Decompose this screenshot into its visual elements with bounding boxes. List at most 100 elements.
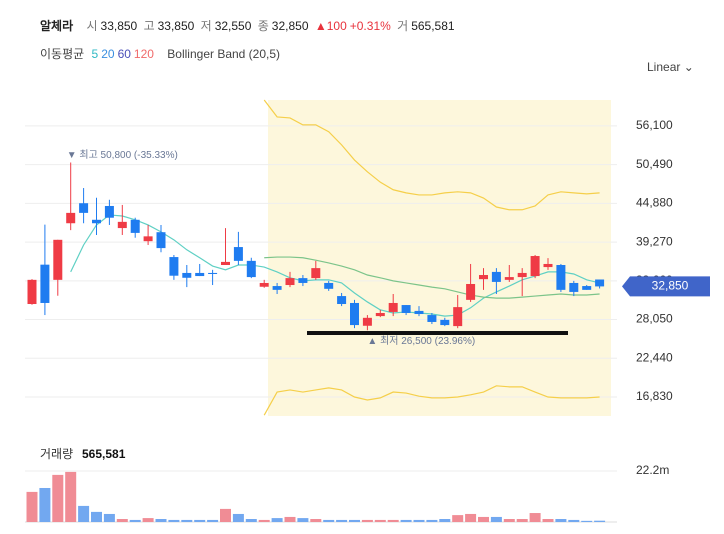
y-tick-label: 50,490 bbox=[636, 157, 673, 171]
volume-bar bbox=[387, 519, 399, 522]
candle-body bbox=[246, 260, 256, 278]
volume-bar bbox=[503, 519, 515, 522]
volume-bar bbox=[245, 519, 257, 522]
volume-bar bbox=[258, 519, 270, 522]
candle-body bbox=[440, 319, 450, 326]
legend-period: 5 bbox=[91, 47, 99, 61]
low-annotation: ▲ 최저 26,500 (23.96%) bbox=[367, 335, 475, 347]
header: 알체라 시 33,850 고 33,850 저 32,550 종 32,850 ▲100… bbox=[40, 17, 458, 34]
label: 저 bbox=[200, 19, 212, 33]
volume-bar bbox=[52, 474, 64, 522]
candle-body bbox=[233, 247, 243, 261]
candle-body bbox=[311, 268, 321, 279]
indicator-line bbox=[70, 214, 600, 317]
volume-bar bbox=[168, 519, 180, 522]
candle-body bbox=[427, 315, 437, 322]
candle-body bbox=[582, 286, 592, 290]
candle-body bbox=[530, 256, 540, 277]
candle-body bbox=[104, 205, 114, 218]
volume-bar bbox=[581, 520, 593, 522]
indicator-line bbox=[263, 385, 600, 416]
legend-period: 60 bbox=[117, 47, 131, 61]
value: 33,850 bbox=[100, 19, 138, 33]
volume-bar bbox=[142, 518, 154, 522]
candle-body bbox=[298, 278, 308, 283]
candle-body bbox=[595, 279, 605, 287]
volume-bar bbox=[65, 471, 77, 522]
candle-body bbox=[195, 272, 205, 277]
label: 시 bbox=[86, 19, 98, 33]
candle-body bbox=[375, 312, 385, 317]
volume-bar bbox=[103, 513, 115, 522]
volume-bar bbox=[116, 519, 128, 522]
indicator-line bbox=[264, 256, 600, 299]
legend-bollinger: Bollinger Band (20,5) bbox=[167, 47, 281, 61]
candle-body bbox=[388, 302, 398, 312]
candle-body bbox=[66, 212, 76, 224]
volume-bar bbox=[529, 513, 541, 522]
volume-bar bbox=[555, 519, 567, 522]
volume-bar bbox=[78, 505, 90, 522]
volume-title-value: 565,581 bbox=[82, 447, 126, 461]
candle-body bbox=[414, 310, 424, 315]
candle-body bbox=[491, 271, 501, 282]
y-tick-label: 22,440 bbox=[636, 350, 673, 364]
candle-body bbox=[479, 275, 488, 280]
candle-body bbox=[337, 296, 347, 305]
label: 종 bbox=[257, 19, 269, 33]
y-tick-label: 22.2m bbox=[636, 463, 669, 477]
candle-body bbox=[79, 203, 89, 213]
volume-bar bbox=[400, 519, 412, 522]
candle-body bbox=[324, 282, 334, 289]
stock-name: 알체라 bbox=[40, 19, 74, 33]
volume-bar bbox=[39, 487, 51, 522]
volume-bar bbox=[194, 519, 206, 522]
value: 565,581 bbox=[411, 19, 455, 33]
band-area bbox=[268, 100, 611, 416]
candle-body bbox=[259, 282, 269, 287]
value: 32,550 bbox=[214, 19, 252, 33]
volume-bar bbox=[155, 519, 167, 522]
volume-bar bbox=[129, 519, 141, 522]
change-pct: +0.31% bbox=[349, 19, 391, 33]
candle-body bbox=[182, 272, 192, 278]
value: 33,850 bbox=[157, 19, 195, 33]
volume-bar bbox=[568, 519, 580, 522]
volume-title: 거래량 bbox=[40, 447, 73, 461]
volume-bar bbox=[91, 511, 102, 522]
volume-bar bbox=[323, 519, 335, 522]
candle-body bbox=[92, 219, 101, 224]
change: ▲100 bbox=[314, 19, 347, 33]
legend: 이동평균 5 20 60 120 Bollinger Band (20,5) bbox=[40, 45, 283, 62]
y-tick-label: 56,100 bbox=[636, 118, 673, 132]
volume-bar bbox=[361, 519, 373, 522]
volume-bar bbox=[594, 520, 606, 522]
y-tick-label: 16,830 bbox=[636, 389, 673, 403]
volume-bar bbox=[478, 516, 489, 522]
volume-bar bbox=[374, 519, 386, 522]
candle-body bbox=[272, 286, 282, 290]
high-annotation: ▼ 최고 50,800 (-35.33%) bbox=[67, 149, 178, 161]
candle-body bbox=[466, 283, 476, 300]
candle-body bbox=[504, 277, 514, 280]
volume-bar bbox=[452, 515, 464, 522]
candle-body bbox=[362, 317, 372, 326]
candle-body bbox=[556, 265, 566, 290]
candle-body bbox=[517, 272, 527, 278]
volume-bar bbox=[516, 519, 528, 522]
candle-body bbox=[285, 278, 295, 286]
scale-mode: Linear bbox=[647, 60, 681, 74]
candle-body bbox=[117, 221, 127, 229]
volume-bar bbox=[181, 519, 193, 522]
price-badge bbox=[622, 276, 710, 297]
price-badge-label: 32,850 bbox=[652, 279, 689, 293]
candle-body bbox=[453, 307, 463, 327]
scale-select[interactable]: Linear ⌄ bbox=[647, 60, 694, 74]
candle-body bbox=[350, 302, 359, 326]
volume-bar bbox=[413, 519, 425, 522]
legend-period: 120 bbox=[133, 47, 154, 61]
y-tick-label: 39,270 bbox=[636, 234, 673, 248]
candle-body bbox=[221, 261, 230, 266]
